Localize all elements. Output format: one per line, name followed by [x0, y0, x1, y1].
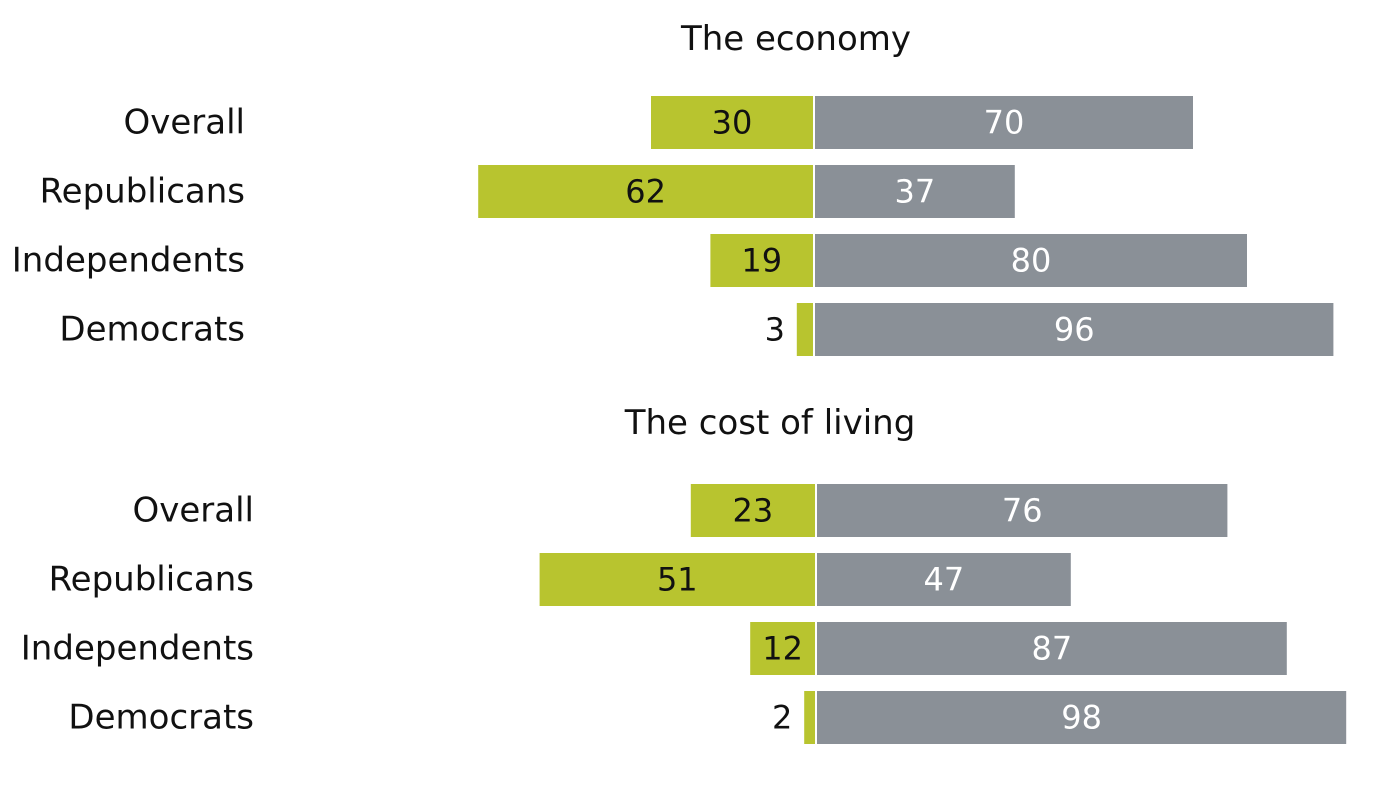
- data-label-right: 47: [924, 561, 965, 599]
- bar-right: [817, 622, 1287, 675]
- data-label-left: 3: [765, 311, 785, 349]
- data-label-right: 87: [1032, 630, 1073, 668]
- data-label-left: 30: [712, 104, 753, 142]
- data-label-left: 2: [772, 699, 792, 737]
- chart-title: The cost of living: [624, 403, 916, 443]
- chart-title: The economy: [680, 19, 911, 59]
- bar-left: [539, 553, 815, 606]
- data-label-right: 80: [1011, 242, 1052, 280]
- chart-panel-1: The economy Overall 30 70 Republicans 62 37 Ind…: [12, 19, 1334, 356]
- category-label: Republicans: [49, 560, 254, 600]
- category-label: Overall: [123, 103, 245, 143]
- bar-right: [817, 484, 1228, 537]
- data-label-left: 51: [657, 561, 698, 599]
- category-label: Democrats: [68, 698, 254, 738]
- data-label-right: 98: [1061, 699, 1102, 737]
- data-label-right: 76: [1002, 492, 1043, 530]
- data-label-left: 19: [741, 242, 782, 280]
- bar-left: [690, 484, 815, 537]
- data-label-right: 37: [895, 173, 936, 211]
- bar-left: [651, 96, 813, 149]
- category-label: Democrats: [59, 310, 245, 350]
- bar-left: [750, 622, 815, 675]
- bar-right: [815, 303, 1334, 356]
- category-label: Overall: [132, 491, 254, 531]
- data-label-left: 12: [762, 630, 803, 668]
- bar-right: [815, 165, 1015, 218]
- data-label-left: 62: [625, 173, 666, 211]
- bar-left: [710, 234, 813, 287]
- bar-left: [804, 691, 815, 744]
- data-label-right: 70: [984, 104, 1025, 142]
- data-label-left: 23: [733, 492, 774, 530]
- category-label: Republicans: [40, 172, 245, 212]
- chart-panel-2: The cost of living Overall 23 76 Republicans…: [21, 403, 1347, 744]
- data-label-right: 96: [1054, 311, 1095, 349]
- bar-left: [796, 303, 813, 356]
- bar-right: [815, 234, 1247, 287]
- category-label: Independents: [12, 241, 245, 281]
- bar-left: [478, 165, 813, 218]
- bar-right: [815, 96, 1193, 149]
- bar-right: [817, 553, 1071, 606]
- category-label: Independents: [21, 629, 254, 669]
- bar-right: [817, 691, 1347, 744]
